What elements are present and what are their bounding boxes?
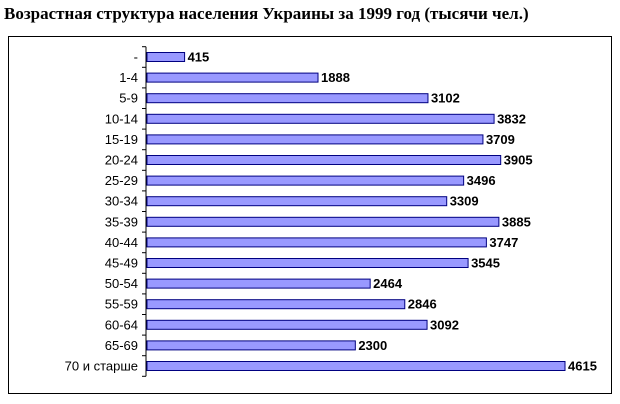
category-label: 20-24 [105,153,138,168]
category-label: 35-39 [105,214,138,229]
bar [146,299,406,310]
category-label: 45-49 [105,256,138,271]
value-label: 3885 [502,214,531,229]
value-label: 2464 [373,276,403,291]
category-label: 5-9 [119,91,138,106]
y-axis-ticks [142,46,146,377]
value-label: 3709 [486,132,515,147]
category-label: 50-54 [105,276,138,291]
category-label: 15-19 [105,132,138,147]
category-label: 70 и старше [65,359,138,374]
category-label: 10-14 [105,111,138,126]
value-label: 2846 [408,297,437,312]
value-label: 3832 [497,111,526,126]
bar [146,237,487,248]
bar [146,361,566,371]
value-label: 3309 [450,194,479,209]
bar [146,113,495,124]
category-label: 30-34 [105,194,138,209]
chart-title: Возрастная структура населения Украины з… [4,4,529,23]
bar [146,258,469,268]
value-label: 1888 [321,70,350,85]
value-label: 3496 [467,173,496,188]
value-label: 3747 [489,235,518,250]
value-label: 4615 [568,359,597,374]
value-label: 3092 [430,317,459,332]
bar [146,340,356,351]
bar [146,216,500,227]
value-labels: 415 1888 3102 3832 3709 3905 3496 3309 3885 3747 3… [188,50,597,374]
bars [146,52,566,371]
category-labels: - 1-4 5-9 10-14 15-19 20-24 25-29 30-34 35-39 40-… [65,50,138,374]
value-label: 2300 [358,338,387,353]
bar [146,175,465,186]
value-label: 3102 [431,91,460,106]
category-label: 1-4 [119,70,138,85]
chart-frame [8,36,612,394]
category-label: 40-44 [105,235,138,250]
bar [146,155,502,165]
value-label: 3545 [471,256,500,271]
category-label: 65-69 [105,338,138,353]
bar [146,93,429,104]
value-label: 415 [188,50,210,65]
bar [146,52,186,62]
bar [146,72,319,83]
bar [146,134,484,145]
value-label: 3905 [504,153,533,168]
category-label: 60-64 [105,317,138,332]
bar [146,196,448,207]
bar [146,319,428,330]
bar [146,278,371,289]
category-label: 55-59 [105,297,138,312]
category-label: - [134,50,138,65]
category-label: 25-29 [105,173,138,188]
